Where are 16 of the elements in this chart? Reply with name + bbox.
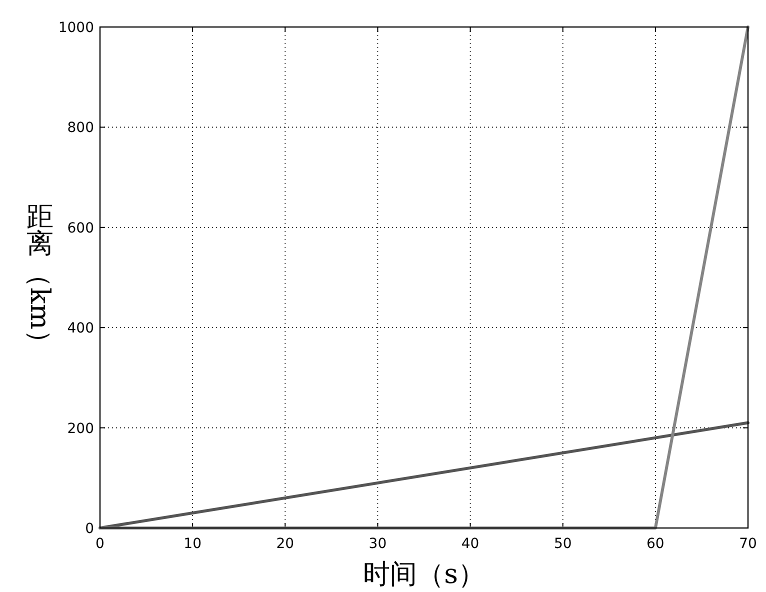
y-tick-label: 600 [67,220,94,236]
y-tick-label: 800 [67,120,94,136]
y-axis-title: 距离（km） [24,202,55,356]
y-tick-label: 400 [67,320,94,337]
y-tick-label: 0 [85,521,94,537]
y-tick-label: 200 [67,420,94,437]
x-tick-label: 10 [184,536,202,552]
x-tick-label: 50 [554,536,572,552]
x-tick-label: 30 [368,536,387,552]
y-tick-label: 1000 [58,20,94,36]
x-tick-label: 70 [739,536,757,552]
x-axis-title: 时间（s） [363,559,485,590]
x-tick-label: 20 [276,536,294,552]
x-tick-label: 60 [646,536,664,552]
x-tick-label: 0 [96,536,104,552]
x-tick-label: 40 [461,536,480,552]
